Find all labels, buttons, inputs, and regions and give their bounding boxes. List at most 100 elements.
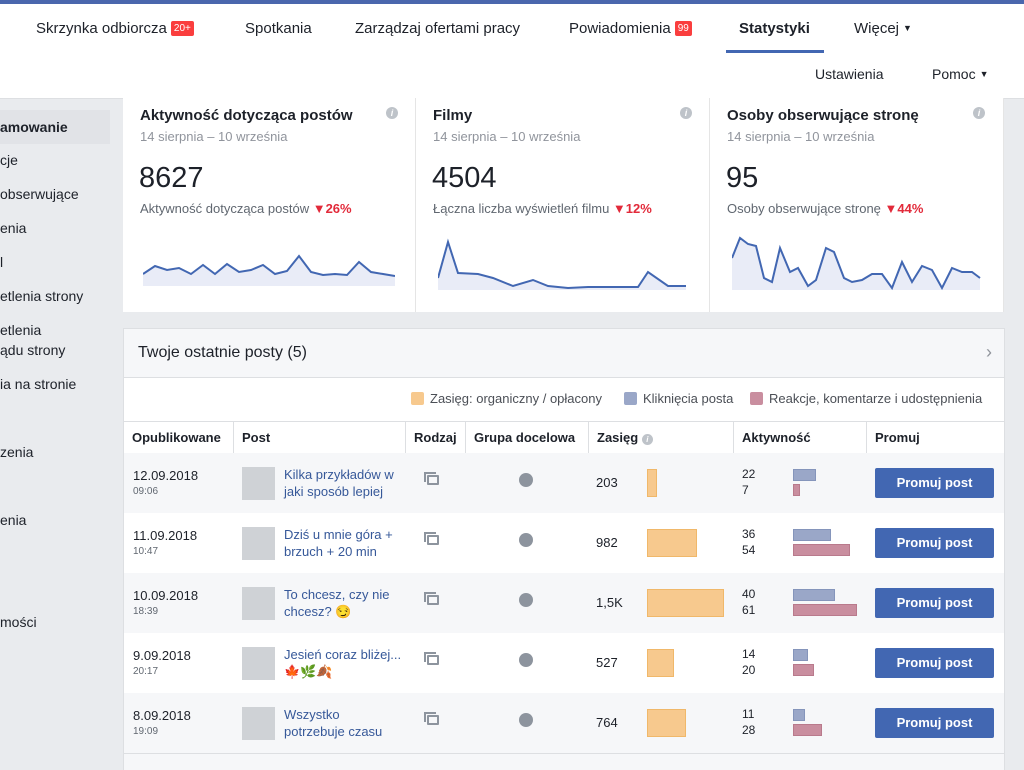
post-link[interactable]: Dziś u mnie góra + brzuch + 20 min <box>284 527 393 559</box>
post-link[interactable]: Wszystko potrzebuje czasu <box>284 707 383 739</box>
col-reach-label: Zasięg <box>597 430 639 445</box>
promote-post-button[interactable]: Promuj post <box>875 588 994 618</box>
reach-value: 1,5K <box>596 595 623 610</box>
post-time: 10:47 <box>133 546 159 557</box>
photo-album-icon <box>424 472 439 485</box>
table-row[interactable]: 11.09.2018 10:47 Dziś u mnie góra + brzuch… <box>124 513 1004 573</box>
legend-swatch <box>624 392 637 405</box>
post-thumbnail[interactable] <box>242 467 275 500</box>
promote-post-button[interactable]: Promuj post <box>875 708 994 738</box>
sidebar-item-events[interactable]: zenia <box>0 444 34 460</box>
nav-more[interactable]: Więcej ▼ <box>854 20 912 37</box>
card-title: Aktywność dotycząca postów <box>140 107 353 124</box>
reach-bar <box>647 649 674 677</box>
post-link[interactable]: To chcesz, czy nie chcesz? 😏 <box>284 587 390 619</box>
info-icon[interactable]: i <box>973 107 985 119</box>
clicks-bar <box>793 589 835 601</box>
col-engagement[interactable]: Aktywność <box>733 422 866 454</box>
help-menu[interactable]: Pomoc ▼ <box>932 66 989 82</box>
legend-reach: Zasięg: organiczny / opłacony <box>411 391 602 406</box>
recent-posts-header[interactable]: Twoje ostatnie posty (5) › <box>124 329 1004 378</box>
table-header: Opublikowane Post Rodzaj Grupa docelowa … <box>124 421 1004 455</box>
nav-notifications[interactable]: Powiadomienia 99 <box>569 20 692 37</box>
nav-meetings[interactable]: Spotkania <box>245 20 312 37</box>
post-date: 10.09.2018 <box>133 588 199 603</box>
card-subtitle: Osoby obserwujące stronę ▼44% <box>727 201 923 216</box>
col-type[interactable]: Rodzaj <box>405 422 465 454</box>
sidebar-item-reach[interactable]: l <box>0 254 4 270</box>
sidebar-item-promotions[interactable]: amowanie <box>0 110 110 144</box>
stat-card-followers[interactable]: Osoby obserwujące stronę i 14 sierpnia –… <box>710 98 1004 312</box>
post-thumbnail[interactable] <box>242 707 275 740</box>
clicks-value: 22 <box>742 467 756 481</box>
clicks-value: 36 <box>742 527 756 541</box>
legend-reactions: Reakcje, komentarze i udostępnienia <box>750 391 982 406</box>
sidebar-item-page-previews[interactable]: etlenia ądu strony <box>0 320 65 360</box>
table-row[interactable]: 9.09.2018 20:17 Jesień coraz bliżej... 🍁🌿🍂… <box>124 633 1004 693</box>
globe-icon <box>519 533 533 547</box>
post-time: 09:06 <box>133 486 159 497</box>
delta-down: ▼12% <box>612 201 652 216</box>
col-reach[interactable]: Zasięg i <box>588 422 733 454</box>
sparkline-chart <box>143 254 395 286</box>
reach-value: 203 <box>596 475 618 490</box>
delta-value: 12% <box>625 201 652 216</box>
chevron-right-icon[interactable]: › <box>986 342 992 362</box>
sidebar-item-likes[interactable]: enia <box>0 220 27 236</box>
col-audience[interactable]: Grupa docelowa <box>465 422 588 454</box>
settings-link[interactable]: Ustawienia <box>815 66 884 82</box>
reactions-bar <box>793 724 822 736</box>
card-value: 8627 <box>139 162 204 194</box>
table-row[interactable]: 12.09.2018 09:06 Kilka przykładów w jaki s… <box>124 453 1004 513</box>
nav-meetings-label: Spotkania <box>245 20 312 37</box>
sidebar-item-page-actions[interactable]: ia na stronie <box>0 376 77 392</box>
col-published[interactable]: Opublikowane <box>132 430 221 445</box>
reactions-value: 28 <box>742 723 756 737</box>
col-promote: Promuj <box>866 422 1004 454</box>
delta-value: 26% <box>325 201 352 216</box>
promote-post-button[interactable]: Promuj post <box>875 528 994 558</box>
legend-swatch <box>750 392 763 405</box>
post-thumbnail[interactable] <box>242 587 275 620</box>
table-footer <box>124 753 1004 770</box>
info-icon[interactable]: i <box>386 107 398 119</box>
info-icon[interactable]: i <box>680 107 692 119</box>
sidebar-label: ądu strony <box>0 342 66 358</box>
post-link[interactable]: Kilka przykładów w jaki sposób lepiej <box>284 467 394 499</box>
help-caret-icon: ▼ <box>979 69 989 79</box>
promote-post-button[interactable]: Promuj post <box>875 648 994 678</box>
nav-insights[interactable]: Statystyki <box>739 20 810 37</box>
post-link[interactable]: Jesień coraz bliżej... 🍁🌿🍂 <box>284 647 402 679</box>
post-thumbnail[interactable] <box>242 527 275 560</box>
card-subtitle: Łączna liczba wyświetleń filmu ▼12% <box>433 201 652 216</box>
sparkline-chart <box>732 236 981 291</box>
photo-album-icon <box>424 532 439 545</box>
stat-card-post-engagement[interactable]: Aktywność dotycząca postów i 14 sierpnia… <box>123 98 416 312</box>
sidebar-item-videos[interactable]: enia <box>0 512 27 528</box>
photo-album-icon <box>424 592 439 605</box>
sidebar-item-actions[interactable]: cje <box>0 152 18 168</box>
card-value: 95 <box>726 162 759 194</box>
info-icon[interactable]: i <box>641 434 653 445</box>
post-time: 18:39 <box>133 606 159 617</box>
sidebar-item-followers[interactable]: obserwujące <box>0 186 79 202</box>
sidebar-label: amowanie <box>0 119 68 135</box>
sparkline-chart <box>438 238 686 290</box>
stat-card-videos[interactable]: Filmy i 14 sierpnia – 10 września 4504 Ł… <box>416 98 710 312</box>
more-caret-icon: ▼ <box>903 23 912 33</box>
sidebar-item-page-views[interactable]: etlenia strony <box>0 288 84 304</box>
table-row[interactable]: 10.09.2018 18:39 To chcesz, czy nie chcesz… <box>124 573 1004 633</box>
nav-inbox[interactable]: Skrzynka odbiorcza 20+ <box>36 20 194 37</box>
nav-insights-label: Statystyki <box>739 20 810 37</box>
photo-album-icon <box>424 652 439 665</box>
card-subtitle-text: Aktywność dotycząca postów <box>140 201 310 216</box>
post-thumbnail[interactable] <box>242 647 275 680</box>
table-row[interactable]: 8.09.2018 19:09 Wszystko potrzebuje czasu 7… <box>124 693 1004 753</box>
card-date-range: 14 sierpnia – 10 września <box>727 129 875 144</box>
nav-jobs[interactable]: Zarządzaj ofertami pracy <box>355 20 520 37</box>
col-post[interactable]: Post <box>233 422 405 454</box>
sidebar-item-messages[interactable]: mości <box>0 614 37 630</box>
reactions-bar <box>793 484 800 496</box>
promote-post-button[interactable]: Promuj post <box>875 468 994 498</box>
reactions-bar <box>793 604 857 616</box>
